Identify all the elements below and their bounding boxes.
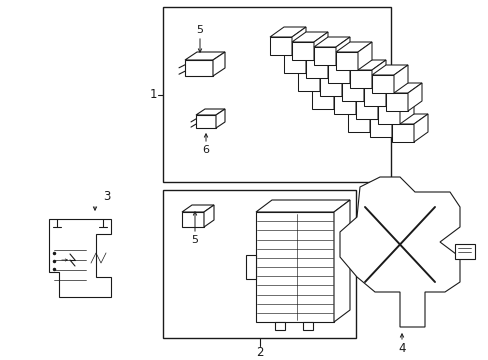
Polygon shape: [333, 86, 369, 96]
Polygon shape: [291, 27, 305, 55]
Polygon shape: [333, 81, 347, 109]
Polygon shape: [363, 88, 385, 106]
Polygon shape: [335, 52, 357, 70]
Polygon shape: [313, 37, 349, 47]
Polygon shape: [355, 86, 369, 114]
Polygon shape: [349, 55, 363, 83]
Polygon shape: [245, 255, 256, 279]
Polygon shape: [385, 78, 399, 106]
Polygon shape: [371, 65, 407, 75]
Polygon shape: [327, 50, 341, 78]
Polygon shape: [305, 45, 319, 73]
Polygon shape: [339, 177, 459, 327]
Polygon shape: [335, 37, 349, 65]
Polygon shape: [341, 83, 363, 101]
Polygon shape: [213, 52, 224, 76]
Polygon shape: [369, 109, 405, 119]
Polygon shape: [407, 83, 421, 111]
Polygon shape: [49, 219, 111, 297]
Polygon shape: [327, 65, 349, 83]
Polygon shape: [391, 114, 427, 124]
Polygon shape: [256, 200, 349, 212]
Polygon shape: [371, 75, 393, 93]
Polygon shape: [347, 104, 383, 114]
Text: 5: 5: [191, 235, 198, 245]
Polygon shape: [313, 47, 335, 65]
Polygon shape: [184, 52, 224, 60]
Polygon shape: [369, 119, 391, 137]
Polygon shape: [369, 104, 383, 132]
Polygon shape: [297, 63, 333, 73]
Polygon shape: [335, 42, 371, 52]
Text: 5: 5: [196, 25, 203, 35]
Polygon shape: [284, 55, 305, 73]
Polygon shape: [341, 73, 377, 83]
Polygon shape: [311, 91, 333, 109]
Polygon shape: [327, 55, 363, 65]
Polygon shape: [377, 91, 391, 119]
Polygon shape: [341, 68, 355, 96]
Bar: [454, 244, 474, 259]
Polygon shape: [319, 78, 341, 96]
Polygon shape: [274, 322, 285, 330]
Polygon shape: [413, 114, 427, 142]
Polygon shape: [319, 68, 355, 78]
Polygon shape: [291, 32, 327, 42]
Polygon shape: [291, 42, 313, 60]
Polygon shape: [355, 101, 377, 119]
Polygon shape: [256, 212, 333, 322]
Polygon shape: [349, 70, 371, 88]
Polygon shape: [377, 96, 413, 106]
Polygon shape: [313, 32, 327, 60]
Polygon shape: [393, 65, 407, 93]
Polygon shape: [347, 114, 369, 132]
Polygon shape: [333, 200, 349, 322]
Polygon shape: [182, 212, 203, 227]
Polygon shape: [311, 81, 347, 91]
Polygon shape: [269, 27, 305, 37]
Polygon shape: [269, 37, 291, 55]
Polygon shape: [196, 115, 216, 128]
Polygon shape: [319, 63, 333, 91]
Polygon shape: [355, 91, 391, 101]
Polygon shape: [399, 96, 413, 124]
Polygon shape: [305, 60, 327, 78]
Polygon shape: [305, 50, 341, 60]
Text: 6: 6: [202, 145, 209, 155]
Polygon shape: [377, 106, 399, 124]
Polygon shape: [391, 124, 413, 142]
Bar: [163, 7, 390, 182]
Text: 2: 2: [255, 346, 263, 359]
Text: 4: 4: [397, 342, 405, 355]
Polygon shape: [363, 73, 377, 101]
Polygon shape: [216, 109, 224, 128]
Polygon shape: [349, 60, 385, 70]
Polygon shape: [184, 60, 213, 76]
Polygon shape: [297, 73, 319, 91]
Polygon shape: [371, 60, 385, 88]
Polygon shape: [385, 83, 421, 93]
Polygon shape: [284, 45, 319, 55]
Bar: [163, 190, 355, 338]
Polygon shape: [357, 42, 371, 70]
Polygon shape: [333, 96, 355, 114]
Polygon shape: [363, 78, 399, 88]
Polygon shape: [391, 109, 405, 137]
Polygon shape: [203, 205, 214, 227]
Text: 1: 1: [149, 88, 157, 101]
Polygon shape: [385, 93, 407, 111]
Polygon shape: [182, 205, 214, 212]
Text: 3: 3: [103, 190, 110, 203]
Polygon shape: [349, 243, 359, 267]
Polygon shape: [196, 109, 224, 115]
Polygon shape: [303, 322, 312, 330]
